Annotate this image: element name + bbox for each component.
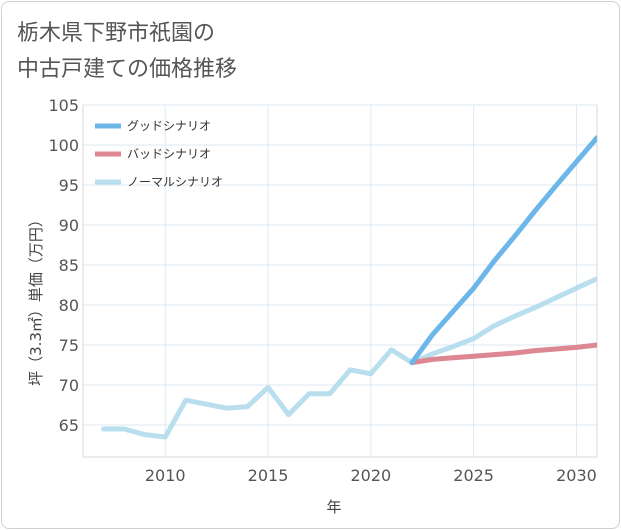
- x-axis-label: 年: [326, 498, 341, 516]
- chart-title-line-2: 中古戸建ての価格推移: [17, 57, 238, 82]
- series-layer: [101, 135, 597, 440]
- y-tick-label: 105: [48, 96, 79, 115]
- y-tick-label: 65: [59, 416, 79, 435]
- plot-area: [82, 104, 598, 458]
- x-tick-label: 2015: [248, 466, 289, 485]
- x-tick-label: 2020: [350, 466, 391, 485]
- series-line-0: [409, 135, 597, 366]
- x-tick-label: 2030: [556, 466, 597, 485]
- legend-label-2: ノーマルシナリオ: [127, 175, 223, 189]
- x-tick-label: 2025: [453, 466, 494, 485]
- y-tick-label: 85: [59, 256, 79, 275]
- series-line-1: [409, 342, 597, 366]
- chart-title: 栃木県下野市祇園の 中古戸建ての価格推移: [17, 16, 237, 88]
- y-tick-label: 90: [59, 216, 79, 235]
- y-axis-label: 坪（3.3㎡）単価（万円）: [27, 212, 45, 386]
- y-tick-label: 100: [48, 136, 79, 155]
- chart-title-line-1: 栃木県下野市祇園の: [17, 21, 216, 46]
- legend-label-0: グッドシナリオ: [127, 119, 211, 133]
- y-tick-label: 70: [59, 376, 79, 395]
- x-tick-label: 2010: [145, 466, 186, 485]
- y-tick-label: 75: [59, 336, 79, 355]
- y-tick-label: 80: [59, 296, 79, 315]
- series-line-2: [101, 276, 597, 440]
- grid-lines: [83, 104, 597, 457]
- y-tick-label: 95: [59, 176, 79, 195]
- axis-ticks: 2010 2015 2020 2025 2030 65 70 75 80 85 90 95 100 105: [48, 96, 596, 485]
- legend-label-1: バッドシナリオ: [127, 147, 211, 161]
